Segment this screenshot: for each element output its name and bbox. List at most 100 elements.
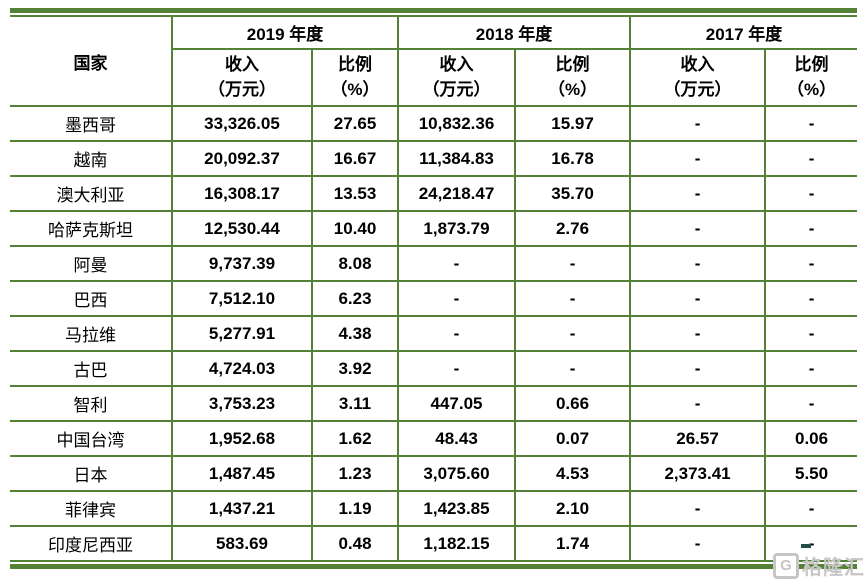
revenue-by-country-table: 国家 2019 年度 2018 年度 2017 年度 收入 （万元） 比例 （%… bbox=[10, 8, 858, 569]
value-cell: - bbox=[629, 315, 766, 351]
gelonghui-watermark: G 格隆汇 bbox=[773, 544, 865, 580]
country-column-header: 国家 bbox=[73, 53, 108, 73]
table-header: 国家 2019 年度 2018 年度 2017 年度 收入 （万元） 比例 （%… bbox=[10, 17, 858, 106]
income-subheader-2019: 收入 （万元） bbox=[171, 48, 312, 106]
table-row: 马拉维 5,277.91 4.38- - - - bbox=[10, 315, 858, 351]
value-cell: - bbox=[764, 245, 858, 281]
value-cell: 9,737.39 bbox=[171, 245, 312, 281]
value-cell: 13.53 bbox=[310, 175, 399, 211]
country-cell: 墨西哥 bbox=[10, 105, 172, 141]
value-cell: 5,277.91 bbox=[171, 315, 312, 351]
value-cell: 3,075.60 bbox=[397, 455, 516, 491]
year-group-header-2017: 2017 年度 bbox=[629, 17, 858, 49]
year-header-row: 国家 2019 年度 2018 年度 2017 年度 bbox=[10, 17, 858, 73]
value-cell: 16.67 bbox=[310, 140, 399, 176]
watermark-dash bbox=[801, 544, 811, 548]
value-cell: 1,423.85 bbox=[397, 490, 516, 526]
table-row: 哈萨克斯坦 12,530.44 10.40 1,873.79 2.76- - bbox=[10, 210, 858, 246]
value-cell: - bbox=[764, 210, 858, 246]
country-cell: 智利 bbox=[10, 385, 172, 421]
table-row: 菲律宾 1,437.21 1.19 1,423.85 2.10- - bbox=[10, 490, 858, 526]
value-cell: 1.23 bbox=[310, 455, 399, 491]
value-cell: - bbox=[629, 350, 766, 386]
table-body: 墨西哥 33,326.05 27.65 10,832.36 15.97- - 越南 20,09… bbox=[10, 105, 858, 560]
value-cell: 2.76 bbox=[514, 210, 631, 246]
value-cell: 0.48 bbox=[310, 525, 399, 560]
table-row: 墨西哥 33,326.05 27.65 10,832.36 15.97- - bbox=[10, 105, 858, 141]
table-row: 中国台湾 1,952.68 1.62 48.43 0.07 26.57 0.06 bbox=[10, 420, 858, 456]
value-cell: - bbox=[514, 315, 631, 351]
value-cell: - bbox=[764, 315, 858, 351]
year-group-header-2019: 2019 年度 bbox=[170, 17, 399, 49]
table-bottom-thick-border bbox=[10, 564, 857, 569]
value-cell: - bbox=[764, 175, 858, 211]
value-cell: 10,832.36 bbox=[397, 105, 516, 141]
value-cell: 4.38 bbox=[310, 315, 399, 351]
value-cell: - bbox=[629, 140, 766, 176]
value-cell: 1,873.79 bbox=[397, 210, 516, 246]
value-cell: 16,308.17 bbox=[171, 175, 312, 211]
value-cell: - bbox=[397, 315, 516, 351]
ratio-subheader-2017: 比例 （%） bbox=[764, 48, 858, 106]
value-cell: 0.06 bbox=[764, 420, 858, 456]
value-cell: - bbox=[764, 280, 858, 316]
value-cell: - bbox=[629, 210, 766, 246]
value-cell: 1,437.21 bbox=[171, 490, 312, 526]
value-cell: 3.92 bbox=[310, 350, 399, 386]
country-cell: 日本 bbox=[10, 455, 172, 491]
table-row: 澳大利亚 16,308.17 13.53 24,218.47 35.70- - bbox=[10, 175, 858, 211]
value-cell: 35.70 bbox=[514, 175, 631, 211]
table-top-thin-border bbox=[10, 15, 857, 17]
value-cell: - bbox=[397, 280, 516, 316]
watermark-text: 格隆汇 bbox=[802, 557, 865, 579]
value-cell: 27.65 bbox=[310, 105, 399, 141]
value-cell: - bbox=[397, 350, 516, 386]
income-subheader-2018: 收入 （万元） bbox=[397, 48, 516, 106]
value-cell: 1,952.68 bbox=[171, 420, 312, 456]
income-subheader-2017: 收入 （万元） bbox=[629, 48, 766, 106]
year-group-header-2018: 2018 年度 bbox=[397, 17, 631, 49]
country-cell: 阿曼 bbox=[10, 245, 172, 281]
table-bottom-border-gap bbox=[10, 562, 857, 564]
country-cell: 巴西 bbox=[10, 280, 172, 316]
value-cell: 1,487.45 bbox=[171, 455, 312, 491]
value-cell: 12,530.44 bbox=[171, 210, 312, 246]
gelonghui-logo-icon: G bbox=[773, 552, 799, 579]
country-cell: 印度尼西亚 bbox=[10, 525, 172, 560]
value-cell: 4,724.03 bbox=[171, 350, 312, 386]
ratio-subheader-2019: 比例 （%） bbox=[310, 48, 399, 106]
value-cell: - bbox=[629, 490, 766, 526]
value-cell: - bbox=[764, 350, 858, 386]
value-cell: - bbox=[629, 175, 766, 211]
country-cell: 澳大利亚 bbox=[10, 175, 172, 211]
value-cell: 1.19 bbox=[310, 490, 399, 526]
value-cell: 7,512.10 bbox=[171, 280, 312, 316]
value-cell: 1.74 bbox=[514, 525, 631, 560]
value-cell: 48.43 bbox=[397, 420, 516, 456]
value-cell: - bbox=[629, 280, 766, 316]
value-cell: - bbox=[629, 245, 766, 281]
value-cell: - bbox=[397, 245, 516, 281]
table-row: 古巴 4,724.03 3.92- - - - bbox=[10, 350, 858, 386]
ratio-subheader-2018: 比例 （%） bbox=[514, 48, 631, 106]
value-cell: - bbox=[514, 350, 631, 386]
value-cell: 2.10 bbox=[514, 490, 631, 526]
value-cell: 1.62 bbox=[310, 420, 399, 456]
value-cell: - bbox=[764, 490, 858, 526]
country-cell: 马拉维 bbox=[10, 315, 172, 351]
value-cell: - bbox=[629, 525, 766, 560]
value-cell: 583.69 bbox=[171, 525, 312, 560]
value-cell: 6.23 bbox=[310, 280, 399, 316]
value-cell: 0.07 bbox=[514, 420, 631, 456]
country-cell: 中国台湾 bbox=[10, 420, 172, 456]
country-cell: 哈萨克斯坦 bbox=[10, 210, 172, 246]
value-cell: - bbox=[629, 105, 766, 141]
value-cell: 4.53 bbox=[514, 455, 631, 491]
value-cell: 5.50 bbox=[764, 455, 858, 491]
value-cell: 1,182.15 bbox=[397, 525, 516, 560]
subheader-row: 收入 （万元） 比例 （%） 收入 （万元） 比例 （%） 收入 （万元） 比例… bbox=[10, 48, 858, 106]
value-cell: 33,326.05 bbox=[171, 105, 312, 141]
value-cell: - bbox=[764, 105, 858, 141]
value-cell: 11,384.83 bbox=[397, 140, 516, 176]
table-row: 越南 20,092.37 16.67 11,384.83 16.78- - bbox=[10, 140, 858, 176]
